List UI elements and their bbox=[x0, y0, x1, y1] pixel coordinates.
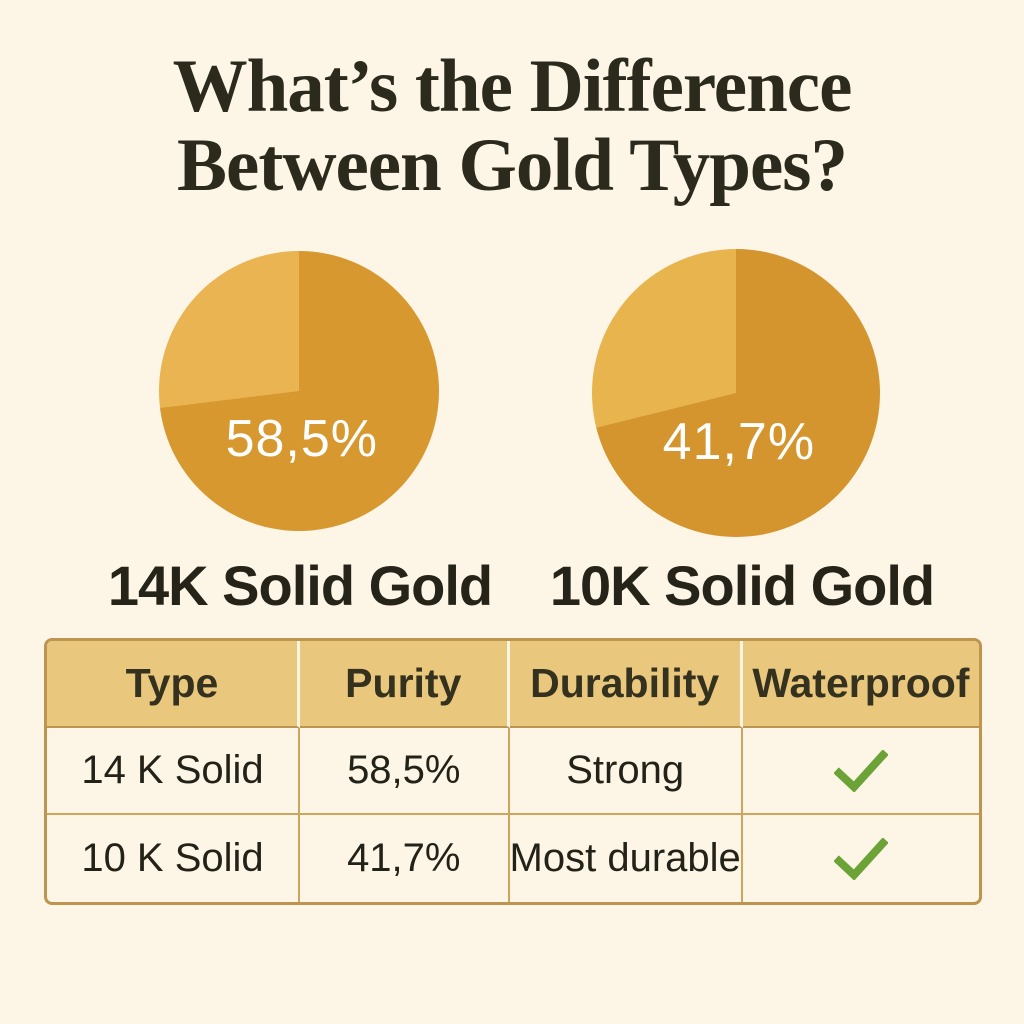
page-title-line2: Between Gold Types? bbox=[177, 123, 848, 207]
pie-chart-14k-gold: 58,5% bbox=[159, 251, 439, 531]
pie-caption-10k: 10K Solid Gold bbox=[549, 554, 935, 617]
table-cell-row2-purity: 41,7% bbox=[300, 815, 510, 902]
page-title-line1: What’s the Difference bbox=[172, 45, 853, 128]
pie-chart-10k-gold: 41,7% bbox=[592, 249, 880, 537]
table-cell-row1-durability: Strong bbox=[509, 728, 743, 815]
table-cell-row2-waterproof bbox=[743, 815, 979, 902]
page-title: What’s the Difference Between Gold Types… bbox=[0, 45, 1024, 207]
table-header-durability: Durability bbox=[509, 641, 743, 728]
table-cell-row1-type: 14 K Solid bbox=[47, 728, 301, 815]
table-header-type: Type bbox=[47, 641, 301, 728]
pie-value-label-10k: 41,7% bbox=[662, 412, 816, 471]
checkmark-icon bbox=[833, 749, 888, 792]
table-header-purity: Purity bbox=[300, 641, 510, 728]
pie-caption-14k: 14K Solid Gold bbox=[107, 554, 493, 617]
comparison-table: Type Purity Durability Waterproof 14 K S… bbox=[44, 638, 982, 905]
table-cell-row1-purity: 58,5% bbox=[300, 728, 510, 815]
table-cell-row1-waterproof bbox=[742, 728, 979, 815]
table-cell-row2-type: 10 K Solid bbox=[47, 815, 301, 902]
checkmark-icon bbox=[833, 837, 888, 880]
table-header-waterproof: Waterproof bbox=[742, 641, 979, 728]
table-cell-row2-durability: Most durable bbox=[510, 815, 743, 902]
pie-value-label-14k: 58,5% bbox=[225, 409, 379, 468]
